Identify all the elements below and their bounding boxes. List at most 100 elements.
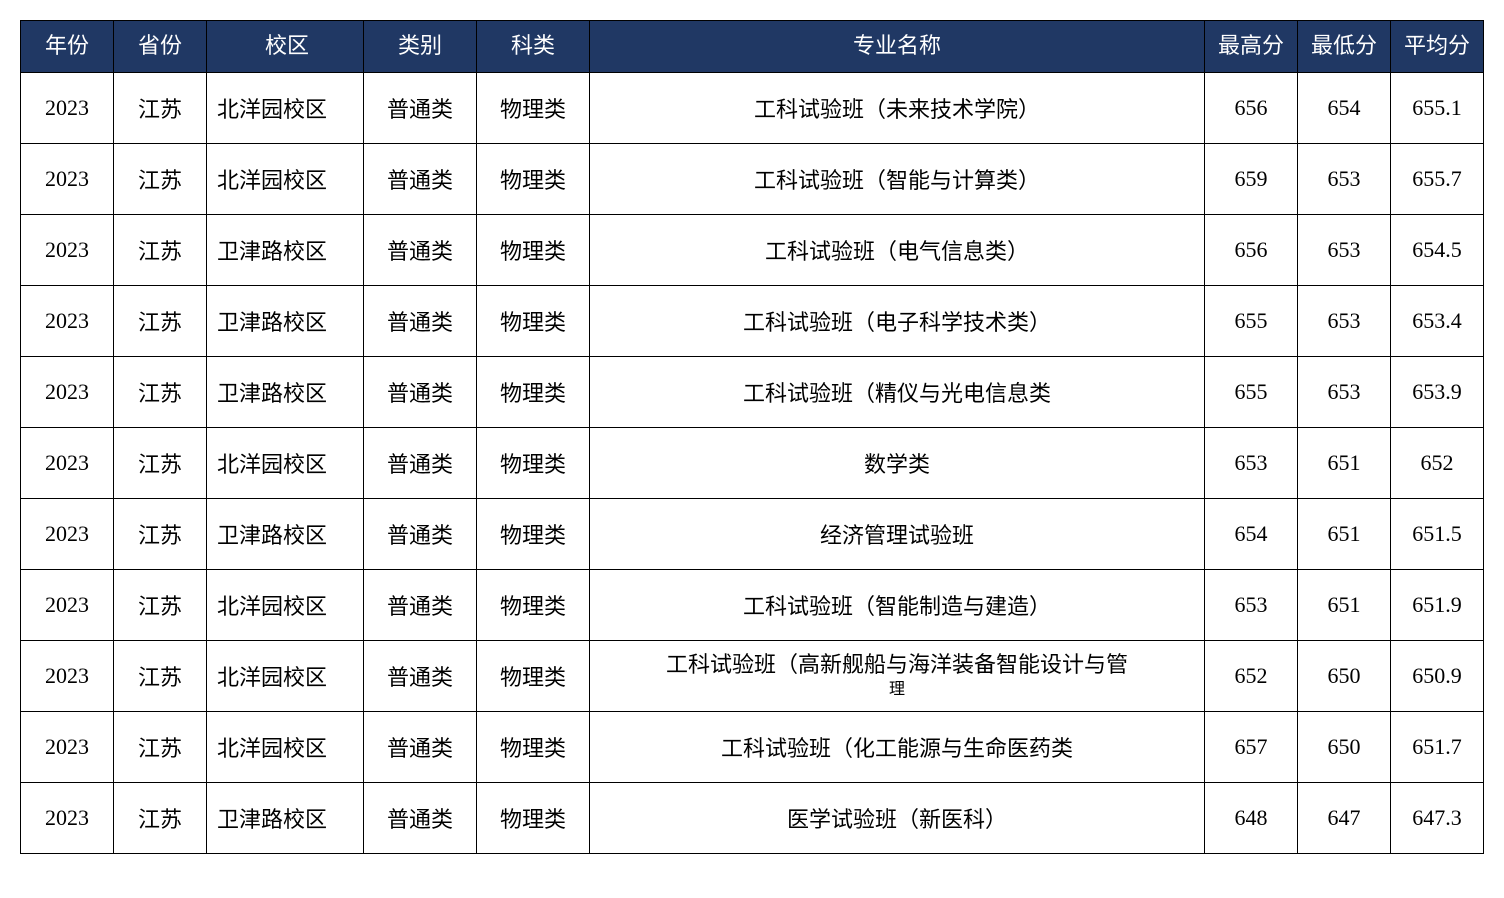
year-cell: 2023 (21, 214, 114, 285)
year-cell: 2023 (21, 143, 114, 214)
subject-cell: 物理类 (477, 427, 590, 498)
avg-cell: 651.7 (1391, 711, 1484, 782)
campus-cell: 北洋园校区 (207, 143, 364, 214)
min-cell: 653 (1298, 285, 1391, 356)
table-row: 2023江苏卫津路校区普通类物理类医学试验班（新医科）648647647.3 (21, 782, 1484, 853)
province-cell: 江苏 (114, 143, 207, 214)
avg-cell: 654.5 (1391, 214, 1484, 285)
province-cell: 江苏 (114, 711, 207, 782)
year-cell: 2023 (21, 498, 114, 569)
subject-cell: 物理类 (477, 782, 590, 853)
avg-cell: 651.5 (1391, 498, 1484, 569)
min-cell: 654 (1298, 72, 1391, 143)
province-cell: 江苏 (114, 427, 207, 498)
year-cell: 2023 (21, 427, 114, 498)
min-cell: 651 (1298, 569, 1391, 640)
subject-cell: 物理类 (477, 214, 590, 285)
subject-cell: 物理类 (477, 569, 590, 640)
col-header-avg: 平均分 (1391, 21, 1484, 73)
year-cell: 2023 (21, 711, 114, 782)
avg-cell: 647.3 (1391, 782, 1484, 853)
category-cell: 普通类 (364, 498, 477, 569)
table-row: 2023江苏北洋园校区普通类物理类工科试验班（化工能源与生命医药类6576506… (21, 711, 1484, 782)
major-cell: 工科试验班（未来技术学院） (590, 72, 1205, 143)
year-cell: 2023 (21, 640, 114, 711)
max-cell: 655 (1205, 285, 1298, 356)
campus-cell: 北洋园校区 (207, 72, 364, 143)
table-body: 2023江苏北洋园校区普通类物理类工科试验班（未来技术学院）656654655.… (21, 72, 1484, 853)
category-cell: 普通类 (364, 356, 477, 427)
major-cell: 工科试验班（高新舰船与海洋装备智能设计与管理 (590, 640, 1205, 711)
admissions-table: 年份 省份 校区 类别 科类 专业名称 最高分 最低分 平均分 2023江苏北洋… (20, 20, 1484, 854)
max-cell: 652 (1205, 640, 1298, 711)
min-cell: 653 (1298, 214, 1391, 285)
max-cell: 656 (1205, 214, 1298, 285)
campus-cell: 北洋园校区 (207, 711, 364, 782)
table-row: 2023江苏北洋园校区普通类物理类工科试验班（高新舰船与海洋装备智能设计与管理6… (21, 640, 1484, 711)
major-cell: 工科试验班（精仪与光电信息类 (590, 356, 1205, 427)
category-cell: 普通类 (364, 782, 477, 853)
campus-cell: 卫津路校区 (207, 498, 364, 569)
col-header-campus: 校区 (207, 21, 364, 73)
subject-cell: 物理类 (477, 285, 590, 356)
province-cell: 江苏 (114, 640, 207, 711)
year-cell: 2023 (21, 356, 114, 427)
category-cell: 普通类 (364, 72, 477, 143)
campus-cell: 北洋园校区 (207, 569, 364, 640)
major-cell: 工科试验班（智能制造与建造） (590, 569, 1205, 640)
campus-cell: 北洋园校区 (207, 427, 364, 498)
table-row: 2023江苏北洋园校区普通类物理类数学类653651652 (21, 427, 1484, 498)
min-cell: 651 (1298, 498, 1391, 569)
province-cell: 江苏 (114, 285, 207, 356)
subject-cell: 物理类 (477, 640, 590, 711)
category-cell: 普通类 (364, 427, 477, 498)
avg-cell: 652 (1391, 427, 1484, 498)
province-cell: 江苏 (114, 569, 207, 640)
major-cell: 医学试验班（新医科） (590, 782, 1205, 853)
avg-cell: 653.9 (1391, 356, 1484, 427)
subject-cell: 物理类 (477, 711, 590, 782)
table-row: 2023江苏卫津路校区普通类物理类经济管理试验班654651651.5 (21, 498, 1484, 569)
campus-cell: 北洋园校区 (207, 640, 364, 711)
table-header-row: 年份 省份 校区 类别 科类 专业名称 最高分 最低分 平均分 (21, 21, 1484, 73)
table-row: 2023江苏卫津路校区普通类物理类工科试验班（精仪与光电信息类655653653… (21, 356, 1484, 427)
col-header-min: 最低分 (1298, 21, 1391, 73)
major-cell: 工科试验班（智能与计算类） (590, 143, 1205, 214)
min-cell: 650 (1298, 640, 1391, 711)
campus-cell: 卫津路校区 (207, 356, 364, 427)
province-cell: 江苏 (114, 782, 207, 853)
max-cell: 659 (1205, 143, 1298, 214)
campus-cell: 卫津路校区 (207, 285, 364, 356)
avg-cell: 655.1 (1391, 72, 1484, 143)
major-cell: 工科试验班（化工能源与生命医药类 (590, 711, 1205, 782)
max-cell: 656 (1205, 72, 1298, 143)
subject-cell: 物理类 (477, 356, 590, 427)
col-header-max: 最高分 (1205, 21, 1298, 73)
max-cell: 653 (1205, 569, 1298, 640)
min-cell: 651 (1298, 427, 1391, 498)
max-cell: 648 (1205, 782, 1298, 853)
category-cell: 普通类 (364, 143, 477, 214)
max-cell: 657 (1205, 711, 1298, 782)
table-row: 2023江苏卫津路校区普通类物理类工科试验班（电子科学技术类）655653653… (21, 285, 1484, 356)
min-cell: 647 (1298, 782, 1391, 853)
province-cell: 江苏 (114, 356, 207, 427)
province-cell: 江苏 (114, 498, 207, 569)
category-cell: 普通类 (364, 214, 477, 285)
major-text: 工科试验班（高新舰船与海洋装备智能设计与管 (666, 652, 1128, 677)
province-cell: 江苏 (114, 214, 207, 285)
major-cell: 工科试验班（电子科学技术类） (590, 285, 1205, 356)
min-cell: 653 (1298, 356, 1391, 427)
major-cell: 数学类 (590, 427, 1205, 498)
province-cell: 江苏 (114, 72, 207, 143)
avg-cell: 655.7 (1391, 143, 1484, 214)
category-cell: 普通类 (364, 640, 477, 711)
max-cell: 655 (1205, 356, 1298, 427)
max-cell: 653 (1205, 427, 1298, 498)
year-cell: 2023 (21, 569, 114, 640)
major-cell: 经济管理试验班 (590, 498, 1205, 569)
year-cell: 2023 (21, 782, 114, 853)
max-cell: 654 (1205, 498, 1298, 569)
avg-cell: 651.9 (1391, 569, 1484, 640)
col-header-province: 省份 (114, 21, 207, 73)
